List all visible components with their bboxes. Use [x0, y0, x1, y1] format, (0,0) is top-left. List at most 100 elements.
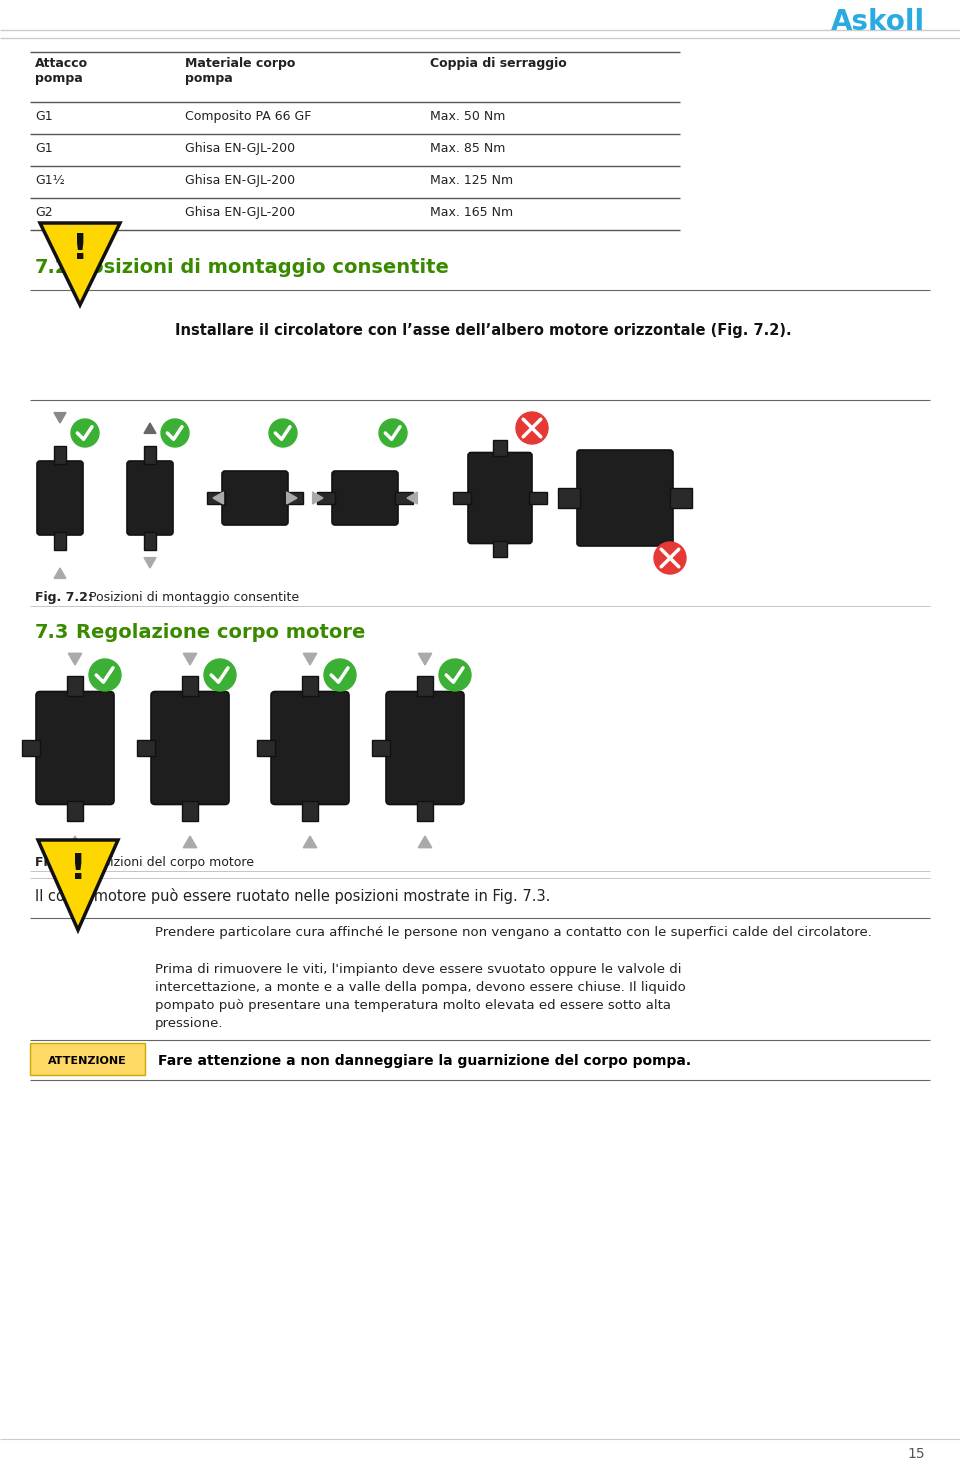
Polygon shape — [183, 836, 197, 848]
Polygon shape — [303, 653, 317, 665]
Text: Fig. 7.2:: Fig. 7.2: — [35, 591, 93, 604]
Polygon shape — [144, 422, 156, 433]
Bar — [529, 491, 547, 505]
Text: !: ! — [70, 852, 86, 886]
Bar — [417, 675, 433, 695]
Text: 7.2: 7.2 — [35, 258, 69, 277]
Bar — [493, 440, 507, 455]
Polygon shape — [303, 836, 317, 848]
Polygon shape — [213, 491, 224, 505]
Bar — [493, 540, 507, 556]
FancyBboxPatch shape — [151, 691, 229, 804]
Polygon shape — [419, 836, 432, 848]
Bar — [317, 491, 335, 505]
Text: Coppia di serraggio: Coppia di serraggio — [430, 57, 566, 70]
Bar — [54, 533, 66, 550]
Circle shape — [516, 412, 548, 445]
FancyBboxPatch shape — [271, 691, 349, 804]
Circle shape — [324, 659, 356, 691]
Text: Prima di rimuovere le viti, l'impianto deve essere svuotato oppure le valvole di: Prima di rimuovere le viti, l'impianto d… — [155, 962, 682, 976]
Circle shape — [161, 420, 189, 447]
Text: Composito PA 66 GF: Composito PA 66 GF — [185, 110, 311, 123]
Text: Ghisa EN-GJL-200: Ghisa EN-GJL-200 — [185, 175, 295, 186]
Circle shape — [204, 659, 236, 691]
Text: Ghisa EN-GJL-200: Ghisa EN-GJL-200 — [185, 142, 295, 156]
Bar — [302, 801, 318, 820]
Polygon shape — [407, 491, 418, 505]
Text: 7.3: 7.3 — [35, 623, 69, 643]
Polygon shape — [144, 557, 156, 568]
Bar — [67, 801, 83, 820]
Text: G1: G1 — [35, 142, 53, 156]
Text: Installare il circolatore con l’asse dell’albero motore orizzontale (Fig. 7.2).: Installare il circolatore con l’asse del… — [175, 323, 792, 337]
Polygon shape — [54, 568, 66, 578]
Text: Prendere particolare cura affinché le persone non vengano a contatto con le supe: Prendere particolare cura affinché le pe… — [155, 926, 872, 939]
FancyBboxPatch shape — [36, 691, 114, 804]
Text: Fare attenzione a non danneggiare la guarnizione del corpo pompa.: Fare attenzione a non danneggiare la gua… — [158, 1053, 691, 1068]
Text: G2: G2 — [35, 205, 53, 219]
Bar — [144, 533, 156, 550]
Polygon shape — [287, 491, 297, 505]
Text: Ghisa EN-GJL-200: Ghisa EN-GJL-200 — [185, 205, 295, 219]
Text: !: ! — [72, 232, 88, 266]
Text: ATTENZIONE: ATTENZIONE — [48, 1056, 127, 1067]
Bar — [285, 491, 303, 505]
Bar — [22, 739, 40, 756]
Bar — [144, 446, 156, 464]
Polygon shape — [419, 653, 432, 665]
Bar — [137, 739, 155, 756]
Bar — [453, 491, 471, 505]
Bar — [670, 489, 692, 508]
Circle shape — [269, 420, 297, 447]
Polygon shape — [68, 653, 82, 665]
FancyBboxPatch shape — [468, 452, 532, 543]
Bar — [207, 491, 225, 505]
Bar — [417, 801, 433, 820]
Bar — [54, 446, 66, 464]
Polygon shape — [38, 841, 118, 930]
Text: G1½: G1½ — [35, 175, 65, 186]
Polygon shape — [54, 412, 66, 422]
Bar — [395, 491, 413, 505]
FancyBboxPatch shape — [222, 471, 288, 525]
Text: Attacco
pompa: Attacco pompa — [35, 57, 88, 85]
Text: Max. 165 Nm: Max. 165 Nm — [430, 205, 514, 219]
FancyBboxPatch shape — [332, 471, 398, 525]
Text: Posizioni del corpo motore: Posizioni del corpo motore — [85, 857, 254, 868]
Polygon shape — [313, 491, 323, 505]
Text: Max. 85 Nm: Max. 85 Nm — [430, 142, 505, 156]
FancyBboxPatch shape — [386, 691, 464, 804]
Bar — [67, 675, 83, 695]
Bar — [302, 675, 318, 695]
Circle shape — [71, 420, 99, 447]
Text: 15: 15 — [907, 1446, 925, 1461]
Text: Max. 125 Nm: Max. 125 Nm — [430, 175, 514, 186]
Text: Fig. 7.3:: Fig. 7.3: — [35, 857, 93, 868]
Text: G1: G1 — [35, 110, 53, 123]
Bar — [182, 675, 198, 695]
FancyBboxPatch shape — [577, 450, 673, 546]
Bar — [372, 739, 390, 756]
Text: pompato può presentare una temperatura molto elevata ed essere sotto alta: pompato può presentare una temperatura m… — [155, 999, 671, 1012]
Polygon shape — [68, 836, 82, 848]
Circle shape — [379, 420, 407, 447]
Text: Posizioni di montaggio consentite: Posizioni di montaggio consentite — [76, 258, 449, 277]
Text: pressione.: pressione. — [155, 1017, 224, 1030]
FancyBboxPatch shape — [37, 461, 83, 535]
Bar — [182, 801, 198, 820]
Circle shape — [89, 659, 121, 691]
Circle shape — [654, 541, 686, 574]
Text: Il corpo motore può essere ruotato nelle posizioni mostrate in Fig. 7.3.: Il corpo motore può essere ruotato nelle… — [35, 888, 550, 904]
Text: intercettazione, a monte e a valle della pompa, devono essere chiuse. Il liquido: intercettazione, a monte e a valle della… — [155, 981, 685, 995]
FancyBboxPatch shape — [30, 1043, 145, 1075]
Text: Max. 50 Nm: Max. 50 Nm — [430, 110, 505, 123]
Text: Posizioni di montaggio consentite: Posizioni di montaggio consentite — [85, 591, 300, 604]
Text: Materiale corpo
pompa: Materiale corpo pompa — [185, 57, 296, 85]
Text: Regolazione corpo motore: Regolazione corpo motore — [76, 623, 366, 643]
Circle shape — [439, 659, 471, 691]
Text: Askoll: Askoll — [830, 7, 925, 37]
Polygon shape — [183, 653, 197, 665]
Bar — [257, 739, 275, 756]
Bar — [558, 489, 580, 508]
Polygon shape — [40, 223, 120, 305]
